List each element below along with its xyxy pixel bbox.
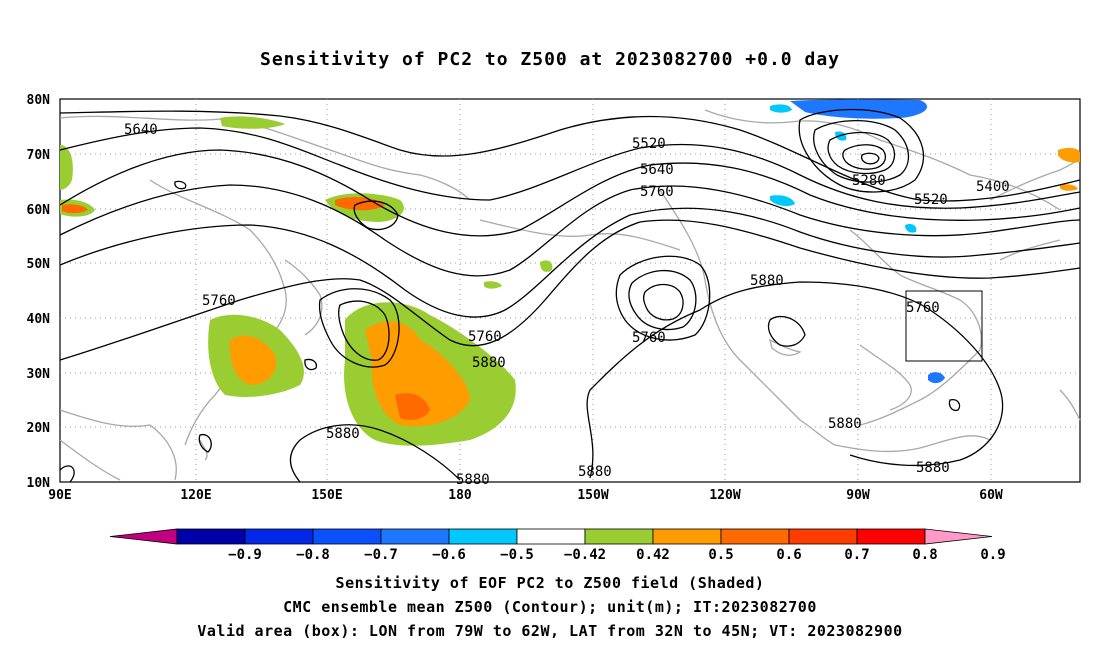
contour-label: 5880 <box>916 460 950 476</box>
shade-patch-negative <box>905 223 917 233</box>
contour-label: 5760 <box>906 300 940 316</box>
contour-labels: 5640 5520 5640 5760 5280 5400 5520 5760 … <box>124 122 1010 488</box>
lat-label: 40N <box>27 312 51 327</box>
lat-label: 30N <box>27 367 51 382</box>
contour-label: 5640 <box>124 122 158 138</box>
contour-label: 5880 <box>326 426 360 442</box>
coastlines <box>59 109 1081 481</box>
lon-label: 90E <box>48 488 71 503</box>
contour-label: 5880 <box>456 472 490 488</box>
colorbar-tick-label: −0.6 <box>432 547 466 563</box>
colorbar-swatch <box>720 528 790 545</box>
colorbar-tick-label: 0.42 <box>636 547 670 563</box>
shade-patch-negative <box>770 195 795 207</box>
shade-patch-positive <box>484 281 502 289</box>
colorbar-swatch <box>312 528 382 545</box>
lon-label: 150W <box>577 488 608 503</box>
colorbar-swatch <box>448 528 518 545</box>
lat-label: 70N <box>27 148 51 163</box>
shade-patch-positive <box>365 321 470 427</box>
caption-line-2: CMC ensemble mean Z500 (Contour); unit(m… <box>283 598 817 616</box>
colorbar-end-low <box>109 528 178 545</box>
colorbar-tick-label: 0.9 <box>980 547 1005 563</box>
lat-label: 50N <box>27 257 51 272</box>
contour-label: 5880 <box>750 273 784 289</box>
lon-label: 120E <box>180 488 211 503</box>
lon-label: 60W <box>979 488 1003 503</box>
caption-line-3: Valid area (box): LON from 79W to 62W, L… <box>197 622 903 640</box>
shade-patch-positive <box>395 393 430 420</box>
contour-label: 5520 <box>914 192 948 208</box>
shade-patch-positive <box>540 260 553 272</box>
shade-patch-positive <box>1060 184 1078 191</box>
lon-label: 180 <box>448 488 472 503</box>
map-title: Sensitivity of PC2 to Z500 at 2023082700… <box>259 49 840 70</box>
contour-label: 5760 <box>632 330 666 346</box>
colorbar-tick-label: −0.7 <box>364 547 398 563</box>
colorbar-tick-label: −0.42 <box>564 547 606 563</box>
colorbar-tick-label: 0.6 <box>776 547 801 563</box>
contour-label: 5760 <box>468 329 502 345</box>
colorbar-swatch <box>652 528 722 545</box>
contour-label: 5760 <box>640 184 674 200</box>
caption-line-1: Sensitivity of EOF PC2 to Z500 field (Sh… <box>335 574 765 592</box>
shade-patch-positive <box>1058 147 1080 163</box>
colorbar-swatch <box>380 528 450 545</box>
contour-label: 5520 <box>632 136 666 152</box>
lat-label: 80N <box>27 93 51 108</box>
z500-contours <box>59 108 1081 483</box>
shade-patch-positive <box>220 116 285 129</box>
contour-label: 5880 <box>578 464 612 480</box>
colorbar-swatch <box>244 528 314 545</box>
colorbar-tick-label: −0.8 <box>296 547 330 563</box>
contour-label: 5880 <box>472 355 506 371</box>
shade-patch-positive <box>62 204 88 214</box>
colorbar-tick-label: −0.5 <box>500 547 534 563</box>
colorbar-tick-label: 0.8 <box>912 547 937 563</box>
contour-label: 5640 <box>640 162 674 178</box>
colorbar-swatch <box>788 528 858 545</box>
lon-label: 90W <box>846 488 870 503</box>
colorbar-tick-label: 0.5 <box>708 547 733 563</box>
contour-label: 5760 <box>202 293 236 309</box>
latitude-labels: 80N 70N 60N 50N 40N 30N 20N 10N <box>27 93 51 491</box>
shade-patch-positive <box>229 335 277 385</box>
longitude-labels: 90E 120E 150E 180 150W 120W 90W 60W <box>48 488 1003 503</box>
valid-area-box <box>905 290 983 362</box>
lat-label: 60N <box>27 203 51 218</box>
lon-label: 120W <box>709 488 740 503</box>
shade-patch-positive <box>60 145 73 190</box>
lat-label: 10N <box>27 476 51 491</box>
contour-label: 5880 <box>828 416 862 432</box>
colorbar-swatch <box>584 528 654 545</box>
colorbar-end-high <box>924 528 993 545</box>
colorbar-tick-label: 0.7 <box>844 547 869 563</box>
shade-patch-negative <box>770 104 792 113</box>
contour-label: 5400 <box>976 179 1010 195</box>
colorbar: −0.9 −0.8 −0.7 −0.6 −0.5 −0.42 0.42 0.5 0.6 0.7 0.… <box>109 528 1006 563</box>
colorbar-swatch <box>856 528 926 545</box>
shade-patch-negative <box>928 372 945 384</box>
colorbar-swatch <box>516 528 586 545</box>
colorbar-tick-label: −0.9 <box>228 547 262 563</box>
contour-label: 5280 <box>852 173 886 189</box>
lon-label: 150E <box>311 488 342 503</box>
lat-label: 20N <box>27 421 51 436</box>
colorbar-swatch <box>176 528 246 545</box>
